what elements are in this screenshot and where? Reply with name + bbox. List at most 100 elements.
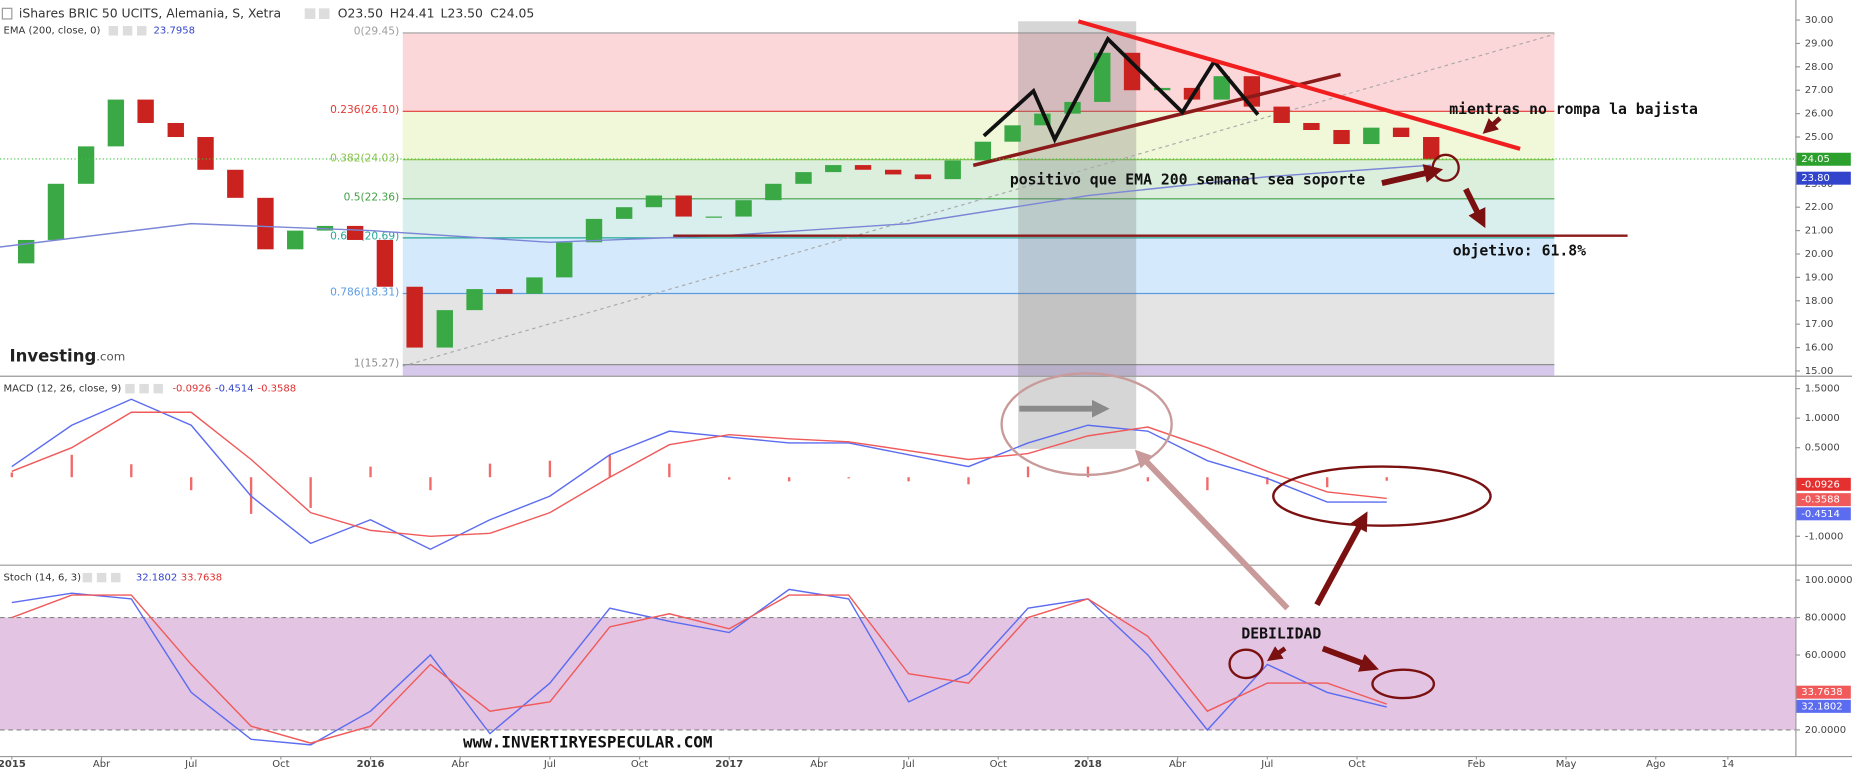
annotation: mientras no rompa la bajista (1449, 101, 1698, 118)
drawings (0, 19, 1796, 700)
x-tick-label: Oct (1348, 759, 1365, 769)
y-tick-label: 26.00 (1805, 109, 1834, 120)
x-tick-label: 14 (1721, 759, 1734, 769)
candle-body (197, 137, 214, 170)
y-tick-label: -1.0000 (1805, 531, 1844, 542)
x-tick-label: 2015 (0, 759, 26, 769)
fib-label: 0.382(24.03) (330, 152, 399, 165)
logo: Investing.com (9, 346, 125, 365)
x-tick-label: May (1556, 759, 1577, 769)
fib-label: 0(29.45) (354, 25, 399, 38)
y-tick-label: 20.00 (1805, 249, 1834, 260)
y-tick-label: 25.00 (1805, 132, 1834, 143)
candle-body (645, 195, 663, 208)
x-tick-label: 2017 (715, 759, 743, 769)
candle-body (735, 200, 752, 217)
symbol-title: iShares BRIC 50 UCITS, Alemania, S, Xetr… (19, 6, 281, 21)
indicator-flag: 32.1802 (1801, 701, 1842, 712)
y-tick-label: 20.0000 (1805, 725, 1846, 736)
indicator-line (11, 594, 1387, 744)
y-tick-label: 15.00 (1805, 366, 1834, 377)
indicator-value: -0.0926 (172, 384, 211, 395)
indicator-value: 32.1802 (136, 573, 177, 584)
last-price-flag: 24.05 (1801, 154, 1830, 165)
candle-body (1423, 137, 1440, 160)
icon (137, 26, 147, 36)
ohlc-low: L23.50 (441, 6, 483, 21)
candle-body (1034, 113, 1051, 126)
x-tick-label: 2018 (1074, 759, 1102, 769)
indicator-flag-bg (1796, 477, 1851, 491)
icon (139, 383, 149, 394)
indicator-flag: -0.4514 (1801, 509, 1840, 520)
fib-band (402, 237, 1555, 294)
candle-body (1363, 127, 1380, 145)
indicator-line (11, 398, 1387, 551)
candle-body (1004, 125, 1021, 142)
icon (111, 572, 121, 583)
icon (153, 383, 163, 394)
highlight-ellipse (1000, 372, 1173, 477)
icon (108, 26, 119, 36)
downtrend-line (1077, 19, 1521, 151)
indicator-flag: -0.3588 (1801, 495, 1840, 506)
candle-body (526, 277, 543, 294)
candle-body (944, 160, 961, 180)
icon (122, 26, 133, 36)
candle-body (107, 99, 125, 147)
logo-brand: Investing (9, 346, 96, 365)
y-tick-label: 16.00 (1805, 343, 1834, 354)
indicator-line (11, 411, 1387, 537)
candle-body (974, 141, 992, 161)
annotation: positivo que EMA 200 semanal sea soporte (1010, 172, 1365, 189)
arrow (1463, 187, 1486, 229)
arrow (1482, 116, 1502, 134)
x-tick-label: Jul (184, 759, 197, 769)
x-tick-label: Oct (631, 759, 648, 769)
ohlc-close: C24.05 (490, 6, 534, 21)
x-tick-label: Abr (1169, 759, 1187, 769)
icon (1, 7, 13, 20)
ohlc-open: O23.50 (338, 6, 383, 21)
arrow (1267, 646, 1287, 662)
ema-price-flag-bg (1796, 171, 1851, 185)
x-tick-label: Oct (272, 759, 289, 769)
icon (82, 572, 93, 583)
arrow (1381, 164, 1444, 186)
indicator-value: 33.7638 (181, 573, 222, 584)
candle-body (77, 146, 95, 184)
indicator-value: 23.7958 (154, 26, 195, 37)
fib-band (402, 364, 1555, 376)
candle-body (675, 195, 692, 217)
x-tick-label: Abr (93, 759, 111, 769)
candle-body (257, 197, 274, 250)
fib-band (402, 32, 1555, 112)
icon (318, 8, 330, 19)
y-tick-label: 29.00 (1805, 38, 1834, 49)
candle-body (884, 169, 902, 175)
indicator-flag: 33.7638 (1801, 687, 1842, 698)
highlight-ellipse (1272, 465, 1492, 527)
candle-body (854, 165, 872, 170)
x-tick-label: Ago (1646, 759, 1665, 769)
x-tick-label: Jul (1260, 759, 1273, 769)
x-tick-label: Oct (990, 759, 1007, 769)
y-tick-label: 21.00 (1805, 226, 1834, 237)
y-tick-label: 0.5000 (1805, 443, 1840, 454)
candle-body (406, 286, 423, 348)
stoch-band (0, 617, 1796, 730)
indicator-title: MACD (12, 26, close, 9) (4, 384, 122, 395)
candle-body (47, 183, 65, 240)
indicator-flag-bg (1796, 507, 1851, 521)
annotation: DEBILIDAD (1241, 625, 1321, 642)
candle-body (1154, 87, 1171, 91)
indicator-value: -0.3588 (257, 384, 296, 395)
y-tick-label: 27.00 (1805, 85, 1834, 96)
candle-body (137, 99, 154, 123)
indicator-title: Stoch (14, 6, 3) (4, 573, 82, 584)
icon (125, 383, 135, 394)
x-tick-label: Abr (810, 759, 828, 769)
candle-body (1392, 127, 1410, 138)
